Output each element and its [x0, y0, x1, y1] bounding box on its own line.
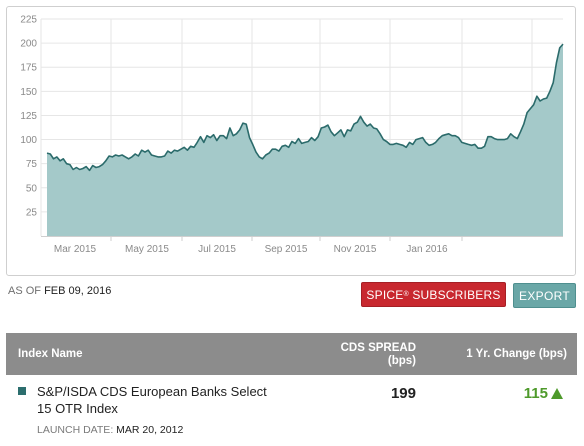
launch-date-label: LAUNCH DATE: — [37, 424, 114, 436]
table-row[interactable]: S&P/ISDA CDS European Banks Select 15 OT… — [6, 375, 577, 440]
y-tick-label: 200 — [20, 39, 37, 50]
index-name-line2: 15 OTR Index — [37, 401, 118, 416]
export-button[interactable]: EXPORT — [513, 283, 576, 308]
cds-spread-chart: 25 50 75 100 125 150 175 200 225 Mar 2015 May 2015… — [20, 15, 564, 255]
as-of-line: AS OF FEB 09, 2016 — [8, 285, 111, 297]
registered-mark: ® — [403, 291, 409, 298]
series-color-marker — [18, 387, 26, 395]
y-tick-label: 225 — [20, 15, 37, 26]
spice-label: SPICE — [366, 288, 404, 302]
y-tick-label: 100 — [20, 135, 37, 146]
series-area-0 — [47, 44, 563, 236]
y-tick-label: 50 — [26, 183, 38, 194]
x-tick-label: Jul 2015 — [198, 244, 236, 255]
y-tick-label: 125 — [20, 111, 37, 122]
header-index-name[interactable]: Index Name — [18, 348, 83, 360]
index-table: Index Name CDS SPREAD (bps) 1 Yr. Change… — [6, 333, 577, 440]
y-tick-label: 175 — [20, 63, 37, 74]
up-arrow-icon — [551, 388, 563, 399]
x-tick-label: Mar 2015 — [54, 244, 97, 255]
index-name-cell: S&P/ISDA CDS European Banks Select 15 OT… — [37, 383, 307, 417]
launch-date-value: MAR 20, 2012 — [116, 424, 184, 436]
header-cds-spread-line1: CDS SPREAD — [340, 342, 416, 354]
launch-date-line: LAUNCH DATE: MAR 20, 2012 — [37, 424, 183, 436]
as-of-date: FEB 09, 2016 — [44, 285, 112, 297]
x-tick-label: Nov 2015 — [334, 244, 377, 255]
x-tick-label: Sep 2015 — [265, 244, 308, 255]
cds-spread-value: 199 — [390, 385, 416, 402]
header-cds-spread[interactable]: CDS SPREAD (bps) — [316, 342, 416, 368]
x-tick-label: May 2015 — [125, 244, 169, 255]
y-tick-label: 150 — [20, 87, 37, 98]
chart-panel: 25 50 75 100 125 150 175 200 225 Mar 2015 May 2015… — [6, 6, 576, 276]
spice-subscribers-button[interactable]: SPICE® SUBSCRIBERS — [361, 282, 506, 307]
y-tick-label: 25 — [26, 207, 38, 218]
as-of-label: AS OF — [8, 285, 42, 297]
one-year-change-value: 115 — [523, 385, 548, 402]
header-1yr-change[interactable]: 1 Yr. Change (bps) — [466, 348, 567, 360]
subscribers-label: SUBSCRIBERS — [408, 288, 501, 302]
x-tick-label: Jan 2016 — [406, 244, 448, 255]
header-cds-spread-line2: (bps) — [387, 355, 416, 367]
index-name-line1: S&P/ISDA CDS European Banks Select — [37, 384, 267, 399]
y-tick-label: 75 — [26, 159, 38, 170]
series-line-0 — [46, 43, 564, 172]
table-header: Index Name CDS SPREAD (bps) 1 Yr. Change… — [6, 333, 577, 375]
